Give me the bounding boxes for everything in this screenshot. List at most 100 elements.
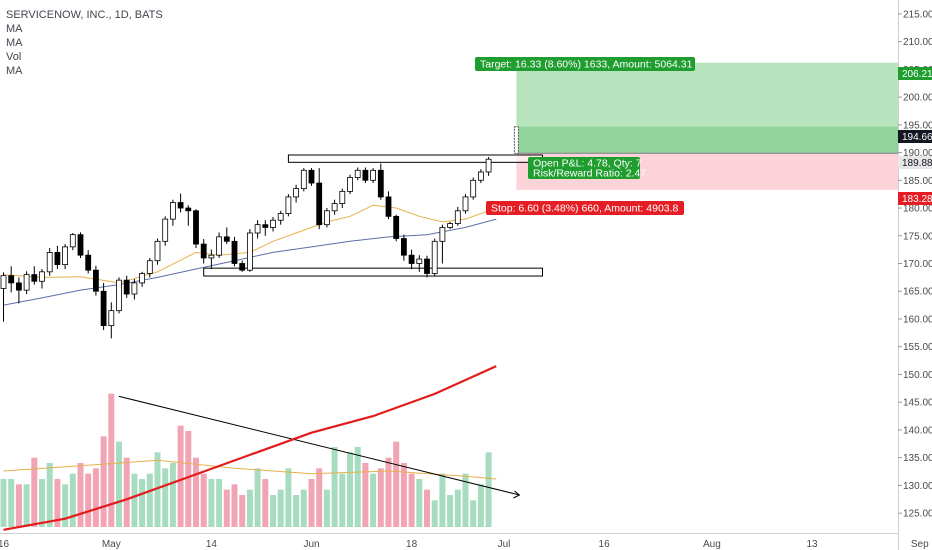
- candle-body-57: [439, 227, 446, 242]
- candle-body-41: [316, 182, 323, 226]
- volume-bar-61: [470, 500, 477, 527]
- volume-ma: [3, 459, 497, 480]
- volume-bar-22: [169, 463, 176, 527]
- volume-bar-62: [477, 484, 484, 527]
- candle-body-21: [162, 218, 169, 242]
- candle-body-60: [462, 196, 469, 212]
- stop-tag: 183.28: [902, 194, 932, 205]
- legend-ma-2[interactable]: MA: [6, 37, 23, 49]
- volume-bar-18: [139, 479, 146, 527]
- candle-body-11: [85, 254, 92, 271]
- position-tool[interactable]: [513, 62, 898, 190]
- volume-bar-32: [246, 489, 253, 527]
- candle-body-36: [277, 213, 284, 221]
- volume-bar-23: [177, 425, 184, 527]
- legend-ma-1[interactable]: MA: [6, 23, 23, 35]
- volume-bar-31: [239, 495, 246, 527]
- volume-bar-4: [31, 457, 38, 527]
- ma-blue-line: [3, 218, 497, 306]
- candle-body-3: [23, 274, 30, 291]
- price-tick-label-6: 155.00: [903, 342, 932, 353]
- candle-body-19: [146, 260, 153, 274]
- volume-bar-58: [447, 495, 454, 527]
- candle-body-33: [254, 224, 261, 234]
- legend-vol[interactable]: Vol: [6, 51, 22, 63]
- volume-bar-54: [416, 479, 423, 527]
- rectangle-1: [203, 267, 543, 277]
- current-tag-bg: [898, 130, 932, 143]
- volume-bar-55: [424, 489, 430, 527]
- volume-bar-36: [277, 489, 284, 527]
- volume-bar-1: [8, 479, 15, 527]
- price-tick-label-12: 185.00: [903, 176, 932, 187]
- volume-bar-3: [23, 484, 30, 527]
- volume-bar-25: [193, 457, 199, 527]
- volume-bar-33: [254, 468, 261, 527]
- candle-body-35: [270, 219, 276, 228]
- volume-bar-7: [54, 479, 61, 527]
- candle-body-22: [169, 202, 176, 220]
- volume-bar-28: [216, 479, 223, 527]
- volume-bar-38: [293, 495, 300, 527]
- stop-tag-bg: [898, 192, 932, 205]
- candle-body-4: [31, 274, 38, 282]
- candle-body-2: [15, 282, 22, 291]
- volume-bar-14: [108, 393, 115, 527]
- volume-bar-63: [485, 452, 492, 527]
- volume-bar-51: [393, 441, 400, 527]
- volume-bars: [0, 393, 521, 527]
- candle-body-53: [408, 254, 415, 264]
- volume-bar-12: [92, 468, 99, 527]
- volume-bar-45: [347, 452, 353, 527]
- candle-body-17: [131, 282, 138, 295]
- candle-body-25: [193, 210, 199, 245]
- volume-bar-60: [462, 473, 469, 527]
- candle-body-48: [370, 169, 377, 181]
- candle-body-1: [8, 275, 15, 284]
- candle-body-14: [108, 310, 115, 327]
- position-labels: Target: 16.33 (8.60%) 1633, Amount: 5064…: [475, 57, 695, 215]
- price-tick-label-3: 140.00: [903, 425, 932, 436]
- moving-averages: [3, 204, 497, 531]
- price-axis[interactable]: 125.00 130.00 135.00 140.00 145.00 150.00 155.…: [898, 0, 932, 550]
- volume-bar-46: [354, 447, 361, 527]
- volume-bar-47: [362, 463, 369, 527]
- volume-bar-11: [85, 473, 92, 527]
- price-tick-label-4: 145.00: [903, 398, 932, 409]
- volume-bar-17: [131, 473, 138, 527]
- entry-tag-bg: [898, 156, 932, 169]
- target-label: Target: 16.33 (8.60%) 1633, Amount: 5064…: [480, 59, 693, 71]
- candle-body-29: [223, 236, 230, 242]
- price-tags: 206.21 194.66 189.88 183.28: [898, 67, 932, 205]
- candle-body-55: [424, 258, 430, 274]
- candle-body-13: [100, 290, 107, 327]
- entry-tag: 189.88: [902, 158, 932, 169]
- volume-bar-2: [15, 484, 22, 527]
- volume-trendline: [118, 395, 520, 496]
- volume-bar-19: [146, 473, 153, 527]
- chart-title: SERVICENOW, INC., 1D, BATS: [6, 9, 163, 21]
- candle-body-39: [300, 169, 307, 190]
- candle-body-8: [62, 246, 68, 266]
- legend-ma-3[interactable]: MA: [6, 65, 23, 77]
- candle-body-37: [285, 196, 292, 214]
- volume-bar-37: [285, 468, 292, 527]
- candle-body-58: [447, 223, 454, 228]
- volume-bar-20: [154, 452, 161, 527]
- candle-body-40: [308, 169, 315, 184]
- trendline-arrow: [513, 490, 521, 499]
- price-tick-label-17: 210.00: [903, 37, 932, 48]
- long-ma-line: [3, 365, 497, 531]
- candle-body-38: [293, 188, 300, 198]
- candle-body-23: [177, 202, 184, 209]
- candle-body-7: [54, 252, 61, 266]
- volume-bar-34: [262, 479, 269, 527]
- price-tick-label-5: 150.00: [903, 370, 932, 381]
- price-tick-label-11: 180.00: [903, 204, 932, 215]
- candles: [0, 156, 492, 339]
- candle-body-31: [239, 263, 246, 271]
- time-label-2: 14: [206, 539, 218, 550]
- volume-bar-30: [231, 484, 238, 527]
- time-axis[interactable]: 16May14Jun18Jul16Aug13Sep17Oct: [0, 533, 932, 550]
